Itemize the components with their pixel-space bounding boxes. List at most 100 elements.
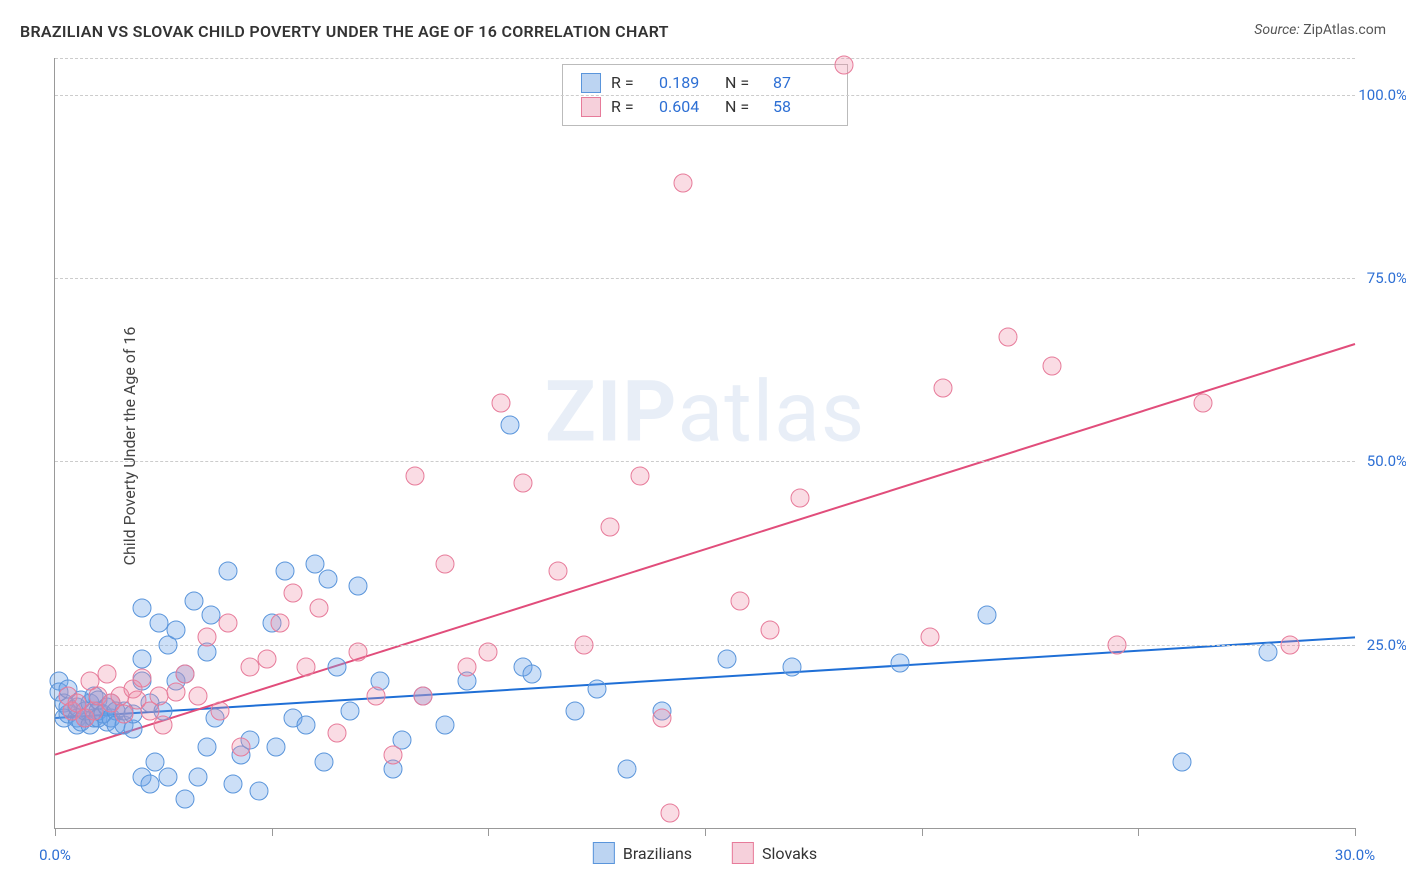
y-tick-label: 100.0% bbox=[1358, 86, 1406, 104]
legend-label-slovaks: Slovaks bbox=[762, 844, 817, 863]
scatter-point bbox=[414, 687, 433, 706]
stat-n-label: N = bbox=[725, 95, 763, 119]
title-bar: BRAZILIAN VS SLOVAK CHILD POVERTY UNDER … bbox=[20, 22, 1386, 46]
scatter-point bbox=[219, 562, 238, 581]
trend-line bbox=[55, 344, 1355, 755]
scatter-point bbox=[132, 650, 151, 669]
swatch-brazilians bbox=[581, 73, 601, 93]
gridline bbox=[55, 645, 1355, 646]
swatch-slovaks bbox=[581, 97, 601, 117]
chart-title: BRAZILIAN VS SLOVAK CHILD POVERTY UNDER … bbox=[20, 22, 669, 41]
scatter-point bbox=[202, 606, 221, 625]
scatter-point bbox=[1194, 393, 1213, 412]
stat-n-brazilians: 87 bbox=[773, 71, 829, 95]
scatter-point bbox=[176, 789, 195, 808]
scatter-point bbox=[297, 657, 316, 676]
scatter-point bbox=[514, 474, 533, 493]
scatter-point bbox=[167, 621, 186, 640]
stat-n-label: N = bbox=[725, 71, 763, 95]
scatter-point bbox=[349, 643, 368, 662]
scatter-point bbox=[197, 628, 216, 647]
x-tick bbox=[1138, 828, 1139, 836]
scatter-point bbox=[197, 738, 216, 757]
scatter-point bbox=[717, 650, 736, 669]
scatter-point bbox=[1042, 357, 1061, 376]
scatter-point bbox=[219, 613, 238, 632]
scatter-point bbox=[284, 584, 303, 603]
scatter-point bbox=[618, 760, 637, 779]
scatter-point bbox=[1172, 753, 1191, 772]
stat-r-label: R = bbox=[611, 71, 649, 95]
stat-n-slovaks: 58 bbox=[773, 95, 829, 119]
scatter-point bbox=[366, 687, 385, 706]
scatter-point bbox=[176, 665, 195, 684]
scatter-point bbox=[310, 599, 329, 618]
scatter-point bbox=[977, 606, 996, 625]
legend-swatch-brazilians bbox=[593, 842, 615, 864]
gridline bbox=[55, 461, 1355, 462]
x-tick bbox=[1355, 828, 1356, 836]
stats-row-brazilians: R = 0.189 N = 87 bbox=[581, 71, 829, 95]
scatter-point bbox=[241, 657, 260, 676]
scatter-point bbox=[132, 599, 151, 618]
stat-r-brazilians: 0.189 bbox=[659, 71, 715, 95]
scatter-point bbox=[167, 683, 186, 702]
scatter-point bbox=[522, 665, 541, 684]
scatter-point bbox=[492, 393, 511, 412]
scatter-point bbox=[184, 591, 203, 610]
scatter-point bbox=[479, 643, 498, 662]
scatter-point bbox=[232, 738, 251, 757]
gridline bbox=[55, 95, 1355, 96]
scatter-point bbox=[587, 679, 606, 698]
scatter-point bbox=[150, 687, 169, 706]
scatter-point bbox=[405, 467, 424, 486]
scatter-point bbox=[275, 562, 294, 581]
scatter-point bbox=[761, 621, 780, 640]
x-tick-label: 30.0% bbox=[1335, 846, 1375, 864]
source-attribution: Source: ZipAtlas.com bbox=[1254, 22, 1386, 38]
scatter-point bbox=[574, 635, 593, 654]
x-tick bbox=[922, 828, 923, 836]
legend-swatch-slovaks bbox=[732, 842, 754, 864]
legend: Brazilians Slovaks bbox=[593, 842, 817, 864]
scatter-point bbox=[566, 701, 585, 720]
legend-label-brazilians: Brazilians bbox=[623, 844, 692, 863]
scatter-point bbox=[548, 562, 567, 581]
scatter-point bbox=[891, 654, 910, 673]
scatter-point bbox=[98, 665, 117, 684]
scatter-point bbox=[501, 415, 520, 434]
scatter-point bbox=[267, 738, 286, 757]
scatter-point bbox=[782, 657, 801, 676]
y-tick-label: 25.0% bbox=[1367, 636, 1406, 654]
stat-r-label: R = bbox=[611, 95, 649, 119]
x-tick bbox=[272, 828, 273, 836]
y-tick-label: 75.0% bbox=[1367, 269, 1406, 287]
scatter-point bbox=[384, 745, 403, 764]
scatter-point bbox=[436, 716, 455, 735]
x-tick-label: 0.0% bbox=[39, 846, 71, 864]
scatter-point bbox=[934, 379, 953, 398]
scatter-point bbox=[999, 327, 1018, 346]
trend-lines bbox=[55, 58, 1355, 828]
scatter-point bbox=[249, 782, 268, 801]
scatter-point bbox=[791, 489, 810, 508]
x-tick bbox=[705, 828, 706, 836]
x-tick bbox=[55, 828, 56, 836]
scatter-point bbox=[223, 775, 242, 794]
scatter-point bbox=[436, 555, 455, 574]
scatter-point bbox=[210, 701, 229, 720]
stats-row-slovaks: R = 0.604 N = 58 bbox=[581, 95, 829, 119]
source-label: Source: bbox=[1254, 22, 1299, 38]
source-value: ZipAtlas.com bbox=[1303, 22, 1386, 38]
scatter-point bbox=[271, 613, 290, 632]
legend-item-slovaks: Slovaks bbox=[732, 842, 817, 864]
scatter-point bbox=[297, 716, 316, 735]
scatter-point bbox=[189, 687, 208, 706]
scatter-point bbox=[154, 716, 173, 735]
scatter-point bbox=[327, 657, 346, 676]
scatter-point bbox=[327, 723, 346, 742]
scatter-point bbox=[457, 657, 476, 676]
scatter-point bbox=[1107, 635, 1126, 654]
scatter-point bbox=[132, 668, 151, 687]
x-tick bbox=[488, 828, 489, 836]
